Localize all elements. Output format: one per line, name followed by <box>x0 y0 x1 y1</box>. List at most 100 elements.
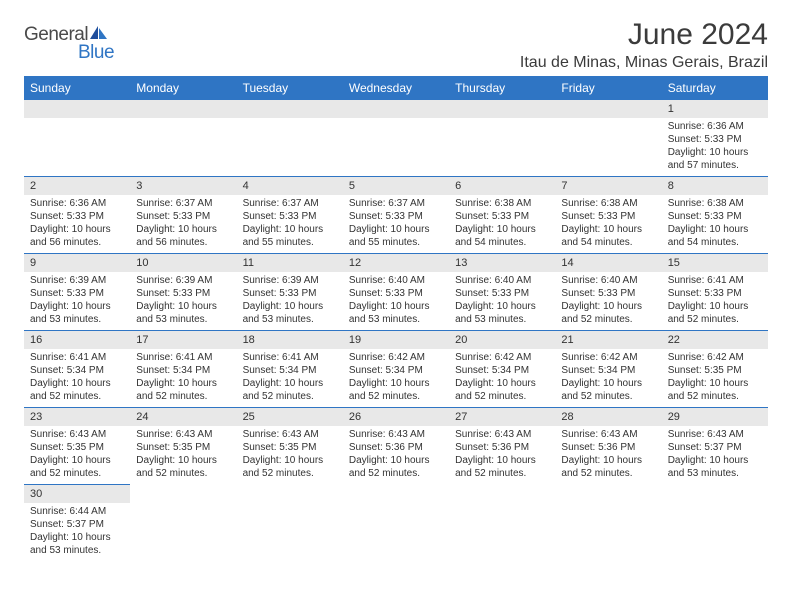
sunset-text: Sunset: 5:34 PM <box>561 364 655 377</box>
day-body: Sunrise: 6:43 AMSunset: 5:37 PMDaylight:… <box>662 426 768 484</box>
day-cell <box>24 100 130 177</box>
day-cell: 23Sunrise: 6:43 AMSunset: 5:35 PMDayligh… <box>24 408 130 485</box>
day-number: 23 <box>24 408 130 426</box>
daylight-text: Daylight: 10 hours and 53 minutes. <box>136 300 230 326</box>
day-body: Sunrise: 6:42 AMSunset: 5:34 PMDaylight:… <box>449 349 555 407</box>
day-header: Wednesday <box>343 76 449 100</box>
empty-day-head <box>130 100 236 118</box>
sunset-text: Sunset: 5:35 PM <box>668 364 762 377</box>
daylight-text: Daylight: 10 hours and 52 minutes. <box>455 377 549 403</box>
day-cell <box>555 485 661 562</box>
sunrise-text: Sunrise: 6:38 AM <box>561 197 655 210</box>
logo-text-blue: Blue <box>78 42 114 64</box>
day-cell: 25Sunrise: 6:43 AMSunset: 5:35 PMDayligh… <box>237 408 343 485</box>
sunset-text: Sunset: 5:36 PM <box>455 441 549 454</box>
day-number: 26 <box>343 408 449 426</box>
daylight-text: Daylight: 10 hours and 52 minutes. <box>136 454 230 480</box>
daylight-text: Daylight: 10 hours and 52 minutes. <box>561 377 655 403</box>
daylight-text: Daylight: 10 hours and 52 minutes. <box>668 300 762 326</box>
day-cell: 17Sunrise: 6:41 AMSunset: 5:34 PMDayligh… <box>130 331 236 408</box>
sunrise-text: Sunrise: 6:44 AM <box>30 505 124 518</box>
day-body: Sunrise: 6:41 AMSunset: 5:34 PMDaylight:… <box>130 349 236 407</box>
day-cell <box>130 485 236 562</box>
day-number: 9 <box>24 254 130 272</box>
day-header: Tuesday <box>237 76 343 100</box>
day-body: Sunrise: 6:42 AMSunset: 5:34 PMDaylight:… <box>555 349 661 407</box>
sunrise-text: Sunrise: 6:43 AM <box>136 428 230 441</box>
daylight-text: Daylight: 10 hours and 55 minutes. <box>243 223 337 249</box>
sunset-text: Sunset: 5:33 PM <box>561 210 655 223</box>
day-body: Sunrise: 6:43 AMSunset: 5:35 PMDaylight:… <box>24 426 130 484</box>
sunset-text: Sunset: 5:33 PM <box>668 287 762 300</box>
sunset-text: Sunset: 5:33 PM <box>455 287 549 300</box>
sunrise-text: Sunrise: 6:37 AM <box>136 197 230 210</box>
week-row: 23Sunrise: 6:43 AMSunset: 5:35 PMDayligh… <box>24 408 768 485</box>
daylight-text: Daylight: 10 hours and 53 minutes. <box>243 300 337 326</box>
sunset-text: Sunset: 5:33 PM <box>349 287 443 300</box>
sunrise-text: Sunrise: 6:38 AM <box>668 197 762 210</box>
sunrise-text: Sunrise: 6:43 AM <box>455 428 549 441</box>
day-cell: 2Sunrise: 6:36 AMSunset: 5:33 PMDaylight… <box>24 177 130 254</box>
sunset-text: Sunset: 5:34 PM <box>136 364 230 377</box>
day-cell <box>662 485 768 562</box>
sunrise-text: Sunrise: 6:40 AM <box>455 274 549 287</box>
sunset-text: Sunset: 5:34 PM <box>30 364 124 377</box>
sunrise-text: Sunrise: 6:36 AM <box>668 120 762 133</box>
sunset-text: Sunset: 5:37 PM <box>668 441 762 454</box>
sunrise-text: Sunrise: 6:41 AM <box>30 351 124 364</box>
day-body: Sunrise: 6:36 AMSunset: 5:33 PMDaylight:… <box>24 195 130 253</box>
day-body: Sunrise: 6:41 AMSunset: 5:33 PMDaylight:… <box>662 272 768 330</box>
day-cell: 29Sunrise: 6:43 AMSunset: 5:37 PMDayligh… <box>662 408 768 485</box>
sunset-text: Sunset: 5:35 PM <box>243 441 337 454</box>
day-number: 4 <box>237 177 343 195</box>
empty-day-head <box>24 100 130 118</box>
sunrise-text: Sunrise: 6:43 AM <box>561 428 655 441</box>
sunset-text: Sunset: 5:33 PM <box>136 210 230 223</box>
day-body: Sunrise: 6:43 AMSunset: 5:35 PMDaylight:… <box>237 426 343 484</box>
day-number: 21 <box>555 331 661 349</box>
sunset-text: Sunset: 5:33 PM <box>349 210 443 223</box>
sunset-text: Sunset: 5:33 PM <box>668 210 762 223</box>
calendar-table: Sunday Monday Tuesday Wednesday Thursday… <box>24 76 768 561</box>
sunset-text: Sunset: 5:35 PM <box>30 441 124 454</box>
day-body: Sunrise: 6:43 AMSunset: 5:35 PMDaylight:… <box>130 426 236 484</box>
sunset-text: Sunset: 5:34 PM <box>455 364 549 377</box>
page-header: GeneralBlue June 2024 Itau de Minas, Min… <box>24 18 768 72</box>
sunrise-text: Sunrise: 6:43 AM <box>668 428 762 441</box>
week-row: 30Sunrise: 6:44 AMSunset: 5:37 PMDayligh… <box>24 485 768 562</box>
sunset-text: Sunset: 5:33 PM <box>243 210 337 223</box>
day-cell: 6Sunrise: 6:38 AMSunset: 5:33 PMDaylight… <box>449 177 555 254</box>
sunrise-text: Sunrise: 6:42 AM <box>561 351 655 364</box>
sunset-text: Sunset: 5:35 PM <box>136 441 230 454</box>
brand-logo: GeneralBlue <box>24 24 114 64</box>
day-cell <box>555 100 661 177</box>
day-number: 19 <box>343 331 449 349</box>
daylight-text: Daylight: 10 hours and 52 minutes. <box>561 300 655 326</box>
sunrise-text: Sunrise: 6:39 AM <box>30 274 124 287</box>
sunset-text: Sunset: 5:33 PM <box>30 210 124 223</box>
day-body: Sunrise: 6:36 AMSunset: 5:33 PMDaylight:… <box>662 118 768 176</box>
day-number: 17 <box>130 331 236 349</box>
day-number: 3 <box>130 177 236 195</box>
daylight-text: Daylight: 10 hours and 56 minutes. <box>30 223 124 249</box>
sunset-text: Sunset: 5:33 PM <box>136 287 230 300</box>
sunrise-text: Sunrise: 6:41 AM <box>243 351 337 364</box>
calendar-page: GeneralBlue June 2024 Itau de Minas, Min… <box>0 0 792 571</box>
daylight-text: Daylight: 10 hours and 53 minutes. <box>349 300 443 326</box>
daylight-text: Daylight: 10 hours and 52 minutes. <box>30 454 124 480</box>
day-cell: 16Sunrise: 6:41 AMSunset: 5:34 PMDayligh… <box>24 331 130 408</box>
day-number: 1 <box>662 100 768 118</box>
sunrise-text: Sunrise: 6:39 AM <box>136 274 230 287</box>
sunrise-text: Sunrise: 6:43 AM <box>30 428 124 441</box>
empty-day-head <box>343 100 449 118</box>
daylight-text: Daylight: 10 hours and 54 minutes. <box>561 223 655 249</box>
day-cell: 5Sunrise: 6:37 AMSunset: 5:33 PMDaylight… <box>343 177 449 254</box>
sunrise-text: Sunrise: 6:42 AM <box>349 351 443 364</box>
day-number: 10 <box>130 254 236 272</box>
day-cell <box>343 100 449 177</box>
daylight-text: Daylight: 10 hours and 52 minutes. <box>243 377 337 403</box>
day-cell <box>237 485 343 562</box>
sunset-text: Sunset: 5:33 PM <box>668 133 762 146</box>
day-number: 7 <box>555 177 661 195</box>
sunset-text: Sunset: 5:36 PM <box>349 441 443 454</box>
